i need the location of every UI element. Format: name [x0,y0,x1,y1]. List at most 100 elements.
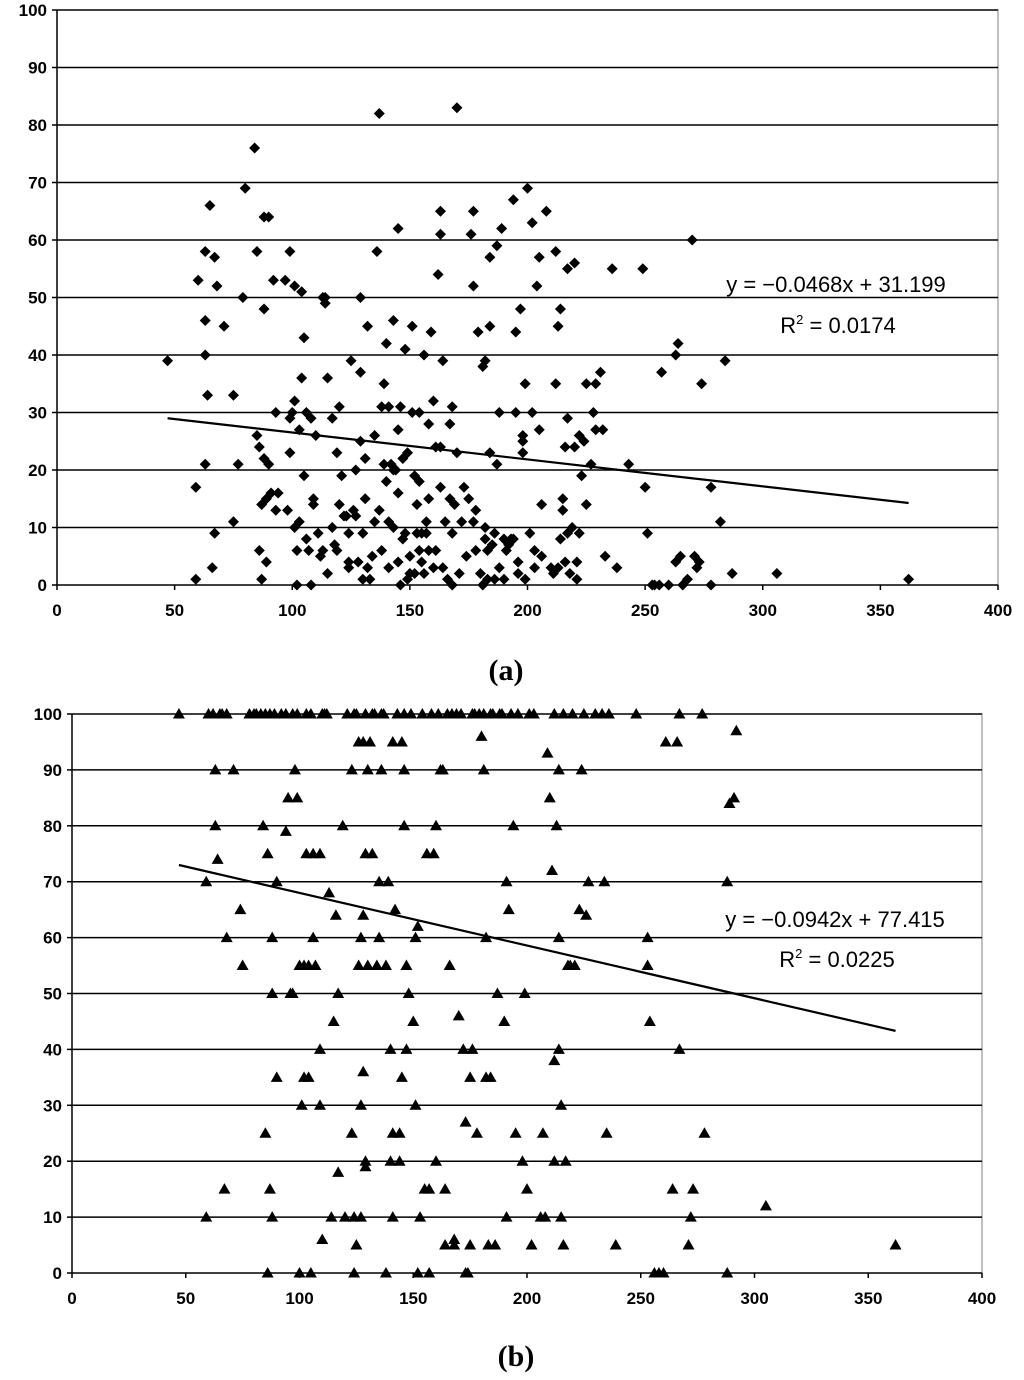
data-point [543,791,556,803]
data-point [550,378,562,390]
data-point [569,441,581,453]
chart-panel-b: 0 10 20 30 40 50 60 70 80 90 100 0 50 100 150 200 250 300… [34,705,997,1373]
data-point [284,447,296,459]
data-point [427,562,439,574]
data-point [548,708,561,719]
data-point [489,527,501,539]
data-point [550,819,563,831]
data-point [392,223,404,234]
data-point [641,959,654,971]
data-point [267,274,279,286]
data-point [575,763,588,775]
data-point [227,516,239,528]
data-point [350,1239,363,1250]
data-point [568,959,581,971]
panel-label-a: (a) [489,654,524,687]
data-point [500,1211,513,1222]
data-point [526,407,538,418]
data-point [291,579,303,591]
data-point [420,527,432,539]
x-tick-label: 200 [513,1289,541,1308]
x-tick-label: 100 [285,1289,313,1308]
data-point [460,550,472,562]
data-point [320,708,333,719]
data-point [552,320,564,332]
y-tick-label: 30 [43,1096,62,1115]
y-tick-label: 50 [28,289,47,308]
data-point [493,407,505,418]
data-point [406,320,418,332]
data-point [327,1015,340,1026]
data-point [370,959,383,971]
data-point [373,875,386,887]
data-point [354,1211,367,1222]
data-point [531,280,543,292]
data-point [375,763,388,775]
data-point [199,246,211,257]
data-point [270,504,282,516]
data-point [630,708,643,719]
panel-label-b: (b) [498,1340,535,1373]
data-point [623,458,635,470]
trendline [167,417,909,505]
data-point [518,987,531,998]
data-point [393,1127,406,1138]
data-point [384,1155,397,1166]
data-point [270,875,283,887]
data-point [322,568,334,579]
data-point [404,708,417,719]
data-point [526,217,538,229]
data-point [373,931,386,943]
data-point [392,556,404,568]
data-point [430,1155,442,1166]
r-squared-prefix: R [780,313,796,338]
data-point [600,1127,613,1138]
data-point [279,274,291,286]
data-point [218,1183,231,1194]
data-point [693,556,705,568]
data-point [597,424,609,436]
data-point [387,522,399,533]
data-point [389,903,402,915]
data-point [681,573,693,585]
data-point [470,1127,483,1138]
data-point [270,407,282,418]
data-point [561,412,573,424]
data-point [379,959,392,971]
data-point [359,493,371,505]
data-point [451,102,463,114]
data-point [569,257,581,269]
data-point [295,1099,308,1110]
y-tick-label: 20 [28,461,47,480]
data-point [430,819,442,831]
data-point [573,903,586,915]
x-tick-label: 0 [52,601,61,620]
data-point [392,424,404,436]
data-point [529,562,541,574]
data-point [298,470,310,482]
data-point [730,724,743,736]
data-point [384,1043,397,1054]
data-point [362,562,374,574]
data-point [564,568,576,579]
data-point [352,556,364,568]
data-point [209,763,222,775]
data-point [407,1015,420,1026]
data-point [517,430,529,441]
data-point [204,200,216,211]
data-point [411,920,424,931]
data-point [293,516,305,528]
data-point [673,1043,686,1054]
data-point [512,568,524,579]
data-point [889,1239,902,1250]
data-point [256,573,268,585]
data-point [427,395,439,407]
data-point [587,407,599,418]
data-point [432,708,445,719]
data-point [771,568,783,579]
data-point [486,539,498,551]
data-point [209,819,222,831]
data-point [263,211,275,223]
data-point [557,493,569,505]
